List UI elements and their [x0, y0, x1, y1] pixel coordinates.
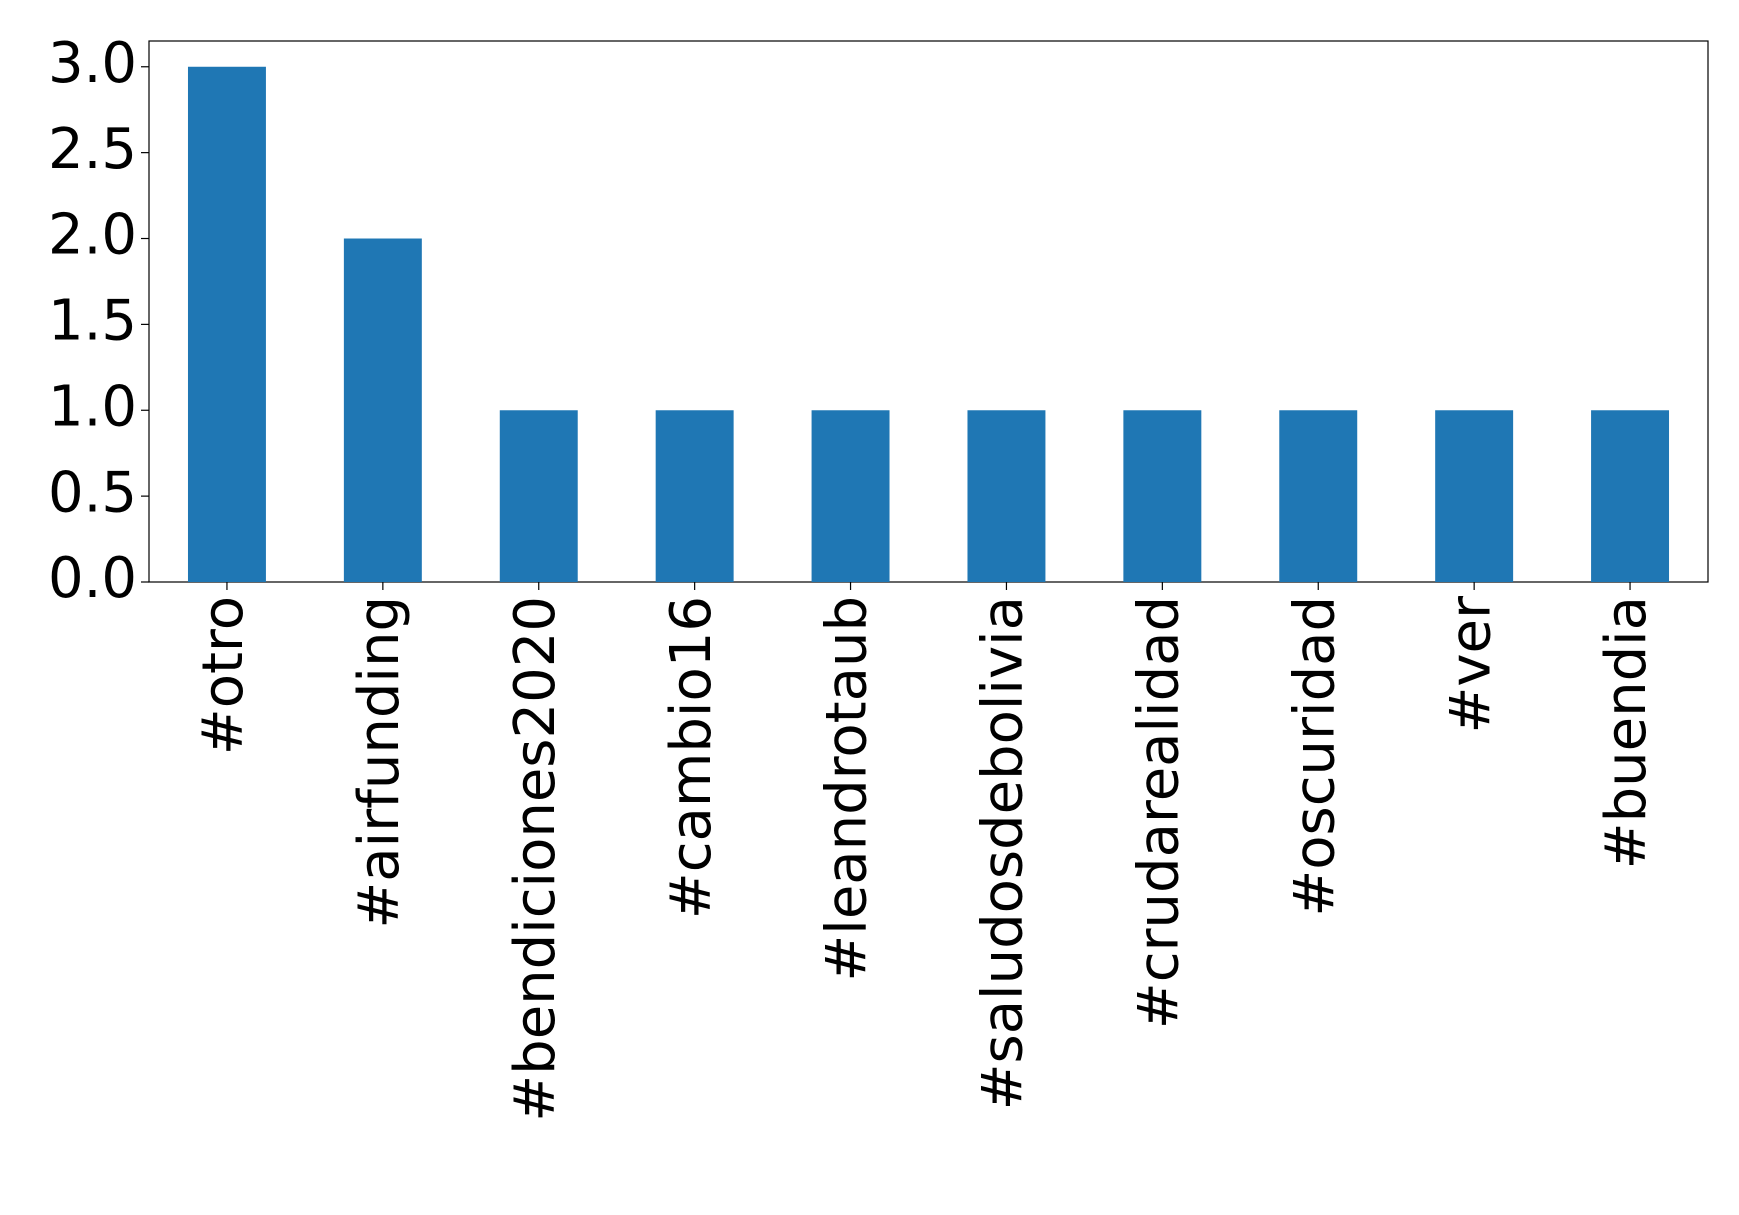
y-tick-label: 2.5 [48, 117, 137, 182]
x-tick-label: #saludosdebolivia [971, 596, 1036, 1110]
bar [187, 66, 266, 582]
x-tick-label: #leandrotaub [815, 596, 880, 982]
y-tick-label: 2.0 [48, 203, 137, 268]
bar [655, 410, 734, 582]
y-tick-label: 1.5 [48, 289, 137, 354]
plot-frame [148, 40, 1709, 583]
bar [1591, 410, 1670, 582]
y-tick-label: 3.0 [48, 31, 137, 96]
x-tick-label: #cambio16 [659, 596, 724, 919]
x-tick-label: #otro [191, 596, 256, 755]
bar [343, 238, 422, 582]
bar [499, 410, 578, 582]
x-tick-label: #buendia [1594, 596, 1659, 869]
y-tick-label: 0.0 [48, 546, 137, 611]
bar [1279, 410, 1358, 582]
bar [811, 410, 890, 582]
x-tick-label: #crudarealidad [1126, 596, 1191, 1029]
y-tick-label: 1.0 [48, 374, 137, 439]
x-tick-label: #airfunding [347, 596, 412, 929]
x-tick-label: #ver [1438, 595, 1503, 734]
bar [967, 410, 1046, 582]
x-tick-label: #bendiciones2020 [503, 596, 568, 1122]
bar [1435, 410, 1514, 582]
y-tick-label: 0.5 [48, 460, 137, 525]
x-tick-label: #oscuridad [1282, 596, 1347, 917]
bar [1123, 410, 1202, 582]
